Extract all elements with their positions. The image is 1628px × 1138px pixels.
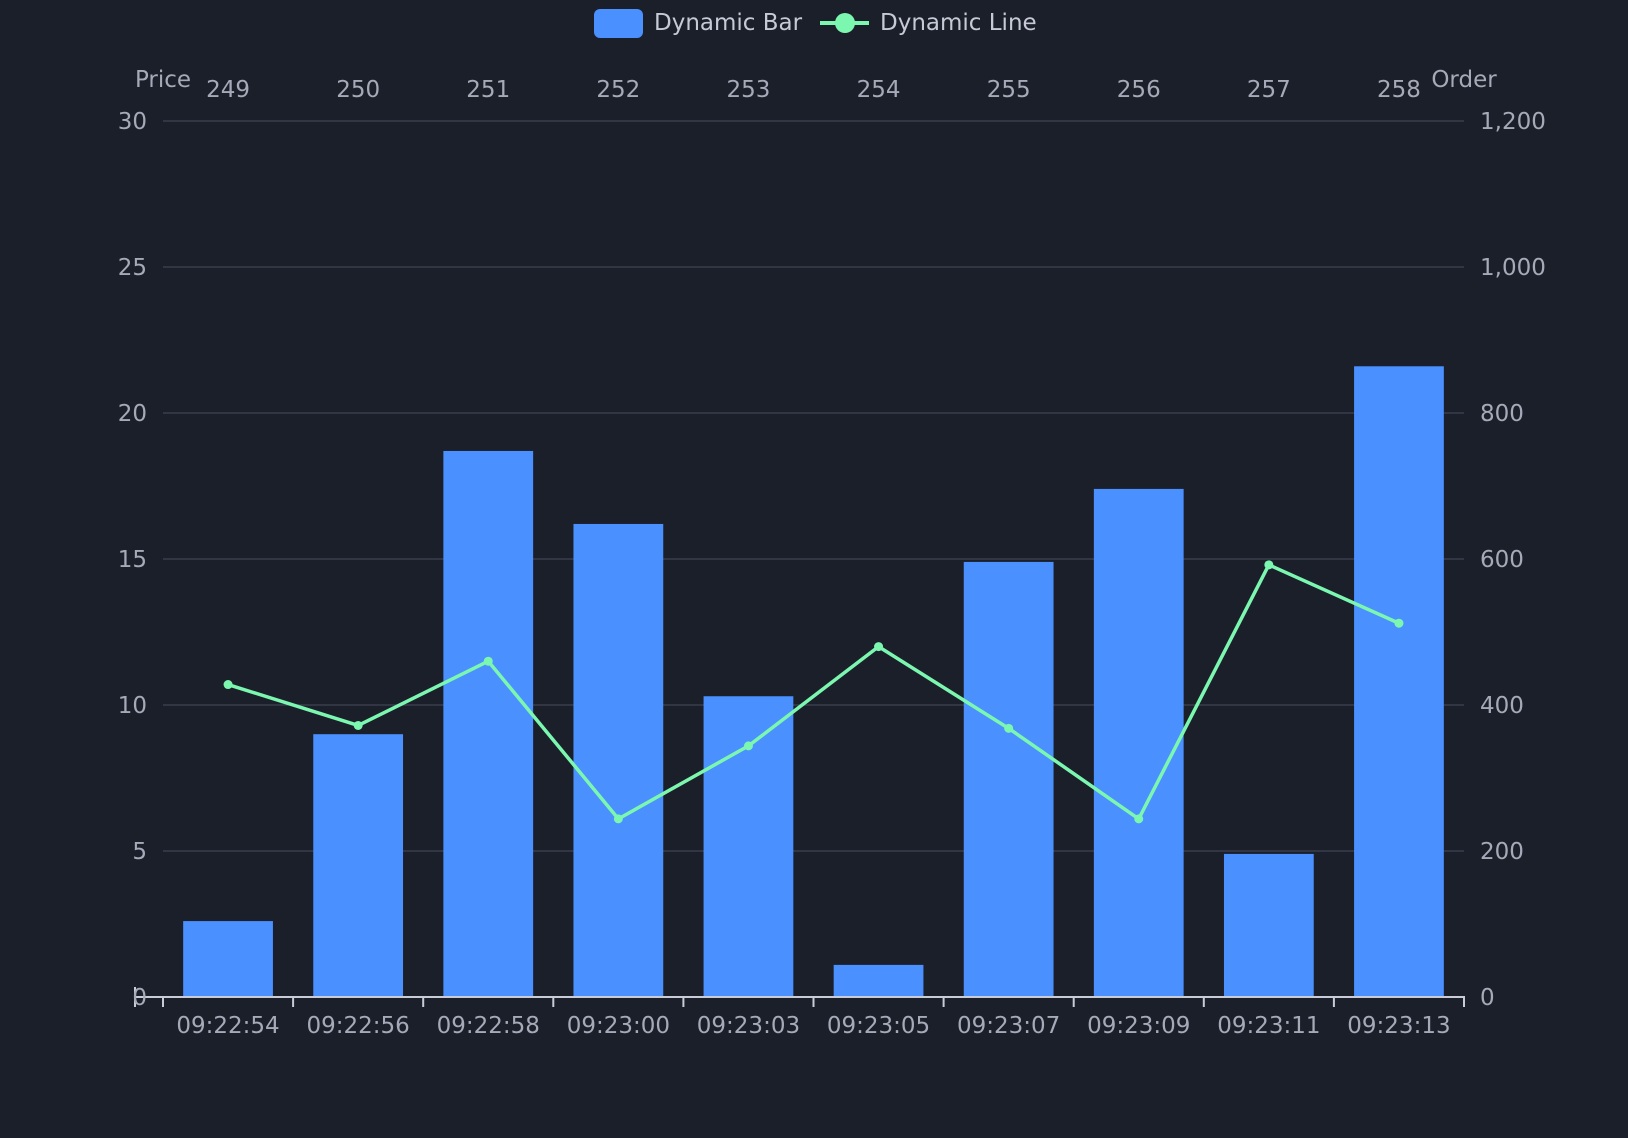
bar[interactable] [833,964,924,997]
y-right-tick-label: 0 [1480,985,1495,1011]
x-top-tick-label: 255 [987,77,1031,103]
y-left-tick-label: 10 [118,693,147,719]
x-top-tick-label: 251 [466,77,510,103]
y-left-tick-label: 0 [132,985,147,1011]
x-axis-tick-label: 09:23:07 [957,1013,1060,1039]
y-right-tick-label: 800 [1480,401,1524,427]
x-top-tick-label: 250 [336,77,380,103]
axes [134,987,1465,1007]
x-top-tick-label: 257 [1247,77,1291,103]
y-left-tick-label: 20 [118,401,147,427]
y-right-tick-label: 1,000 [1480,255,1546,281]
line-point[interactable] [483,656,493,666]
line-series [223,560,1404,824]
bar[interactable] [963,561,1054,997]
line-point[interactable] [1394,618,1404,628]
x-top-tick-label: 254 [857,77,901,103]
bar[interactable] [1354,366,1444,997]
x-top-tick-label: 249 [206,77,250,103]
bar[interactable] [313,734,404,997]
bar[interactable] [183,921,273,997]
legend: Dynamic Bar Dynamic Line [594,9,1037,38]
bar-series [183,366,1444,998]
x-top-tick-label: 256 [1117,77,1161,103]
y-left-tick-label: 15 [118,547,147,573]
y-right-axis-name: Order [1431,67,1497,93]
line-point[interactable] [1264,560,1274,570]
line-point[interactable] [1134,814,1144,824]
y-left-tick-label: 30 [118,109,147,135]
legend-item-dynamic-line[interactable]: Dynamic Line [820,10,1037,36]
y-right-tick-label: 600 [1480,547,1524,573]
line-point[interactable] [613,814,623,824]
x-axis-tick-label: 09:23:05 [827,1013,930,1039]
x-axis-tick-label: 09:23:03 [697,1013,800,1039]
line-point[interactable] [1004,723,1014,733]
x-axis-tick-label: 09:22:56 [306,1013,409,1039]
y-right-tick-label: 400 [1480,693,1524,719]
legend-bar-swatch-icon [594,9,643,38]
x-top-tick-label: 253 [726,77,770,103]
bar[interactable] [703,696,794,997]
bar[interactable] [1093,488,1184,997]
y-left-tick-label: 25 [118,255,147,281]
line-point[interactable] [353,720,363,730]
bar[interactable] [573,523,664,997]
x-top-tick-label: 252 [596,77,640,103]
line-point[interactable] [743,741,753,751]
y-right-tick-label: 200 [1480,839,1524,865]
grid-lines [163,120,1464,852]
x-axis-tick-label: 09:23:00 [567,1013,670,1039]
x-axis-tick-label: 09:22:54 [176,1013,279,1039]
line-point[interactable] [223,680,233,690]
bar[interactable] [443,450,534,998]
y-left-axis-name: Price [135,67,191,93]
legend-label: Dynamic Line [880,10,1037,36]
x-top-tick-label: 258 [1377,77,1421,103]
bar[interactable] [1223,853,1314,997]
x-axis-tick-label: 09:23:11 [1217,1013,1320,1039]
y-right-tick-label: 1,200 [1480,109,1546,135]
line-point[interactable] [874,642,884,652]
x-axis-tick-label: 09:23:09 [1087,1013,1190,1039]
x-axis-tick-label: 09:23:13 [1347,1013,1450,1039]
legend-item-dynamic-bar[interactable]: Dynamic Bar [594,9,803,38]
y-left-tick-label: 5 [132,839,147,865]
legend-label: Dynamic Bar [654,10,803,36]
axis-labels: 0 5 10 15 20 25 30 0 200 400 600 800 1,000 1,200 Price… [118,67,1546,1039]
series-line [227,563,1400,821]
x-axis-tick-label: 09:22:58 [437,1013,540,1039]
legend-line-marker-icon [835,13,855,33]
